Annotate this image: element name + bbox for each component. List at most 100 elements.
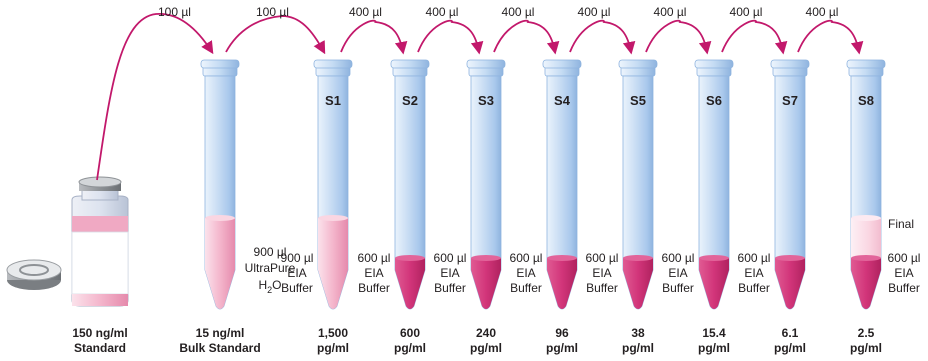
tube-concentration: 38 [631,326,645,340]
tube-cap-top [846,59,886,69]
tube-unit: pg/ml [317,341,349,355]
transfer-arrow-bulk [225,15,326,55]
tube-label: S5 [630,93,646,108]
transfer-volume-label: 400 µl [502,5,535,19]
transfer-arrow [417,19,484,55]
tube-unit: pg/ml [622,341,654,355]
buffer-name: EIA [440,266,459,280]
tube-liquid [775,258,805,309]
buffer-name: Buffer [888,281,920,295]
transfer-arrow [721,19,788,55]
tube-s4: S4 [542,59,582,310]
tube-unit: pg/ml [394,341,426,355]
liquid-surface [471,255,501,261]
transfer-volume-label: 400 µl [578,5,611,19]
tube-unit: pg/ml [546,341,578,355]
tube-cap-top [694,59,734,69]
tube-concentration: 6.1 [782,326,799,340]
tube-label: S8 [858,93,874,108]
tube-cap-top [313,59,353,69]
tube-concentration: 96 [555,326,569,340]
tube-s8: S8 [846,59,886,310]
tube-concentration: 1,500 [318,326,348,340]
transfer-arrow [797,19,864,55]
tube-liquid [395,258,425,309]
liquid-surface [851,215,881,221]
transfer-arrow [340,19,408,55]
loose-cap-icon [6,259,62,290]
buffer-volume: 600 µl [662,251,695,265]
liquid-surface [623,255,653,261]
tube-s7: S7 [770,59,810,310]
tube-label: S2 [402,93,418,108]
final-label: Final [888,217,914,231]
transfer-volume-label: 100 µl [256,5,289,19]
tube-unit: pg/ml [774,341,806,355]
transfer-volume-label: 100 µl [158,5,191,19]
liquid-surface [851,255,881,261]
tube-liquid [471,258,501,309]
liquid-surface [318,215,348,221]
liquid-surface [775,255,805,261]
buffer-volume: 600 µl [510,251,543,265]
tube-final-liquid [851,218,881,258]
tube-concentration: 600 [400,326,420,340]
tube-s6: S6 [694,59,734,310]
transfer-volume-label: 400 µl [426,5,459,19]
tube-s2: S2 [390,59,430,310]
bulk-concentration: 15 ng/ml [196,326,245,340]
transfer-volume-label: 400 µl [730,5,763,19]
buffer-name: Buffer [510,281,542,295]
tube-liquid [699,258,729,309]
buffer-name: EIA [516,266,535,280]
tube-liquid [318,218,348,309]
tube-cap-top [466,59,506,69]
tube-cap-top [770,59,810,69]
transfer-arrow [493,19,560,55]
tube-cap-top [618,59,658,69]
buffer-name: EIA [364,266,383,280]
tube-liquid [623,258,653,309]
bulk-diluent-volume: 900 µl [254,245,287,259]
tube-cap-top [390,59,430,69]
transfer-arrow [569,19,636,55]
standard-vial [6,176,129,307]
buffer-name: EIA [287,266,306,280]
bulk-standard-tube [200,59,240,310]
tube-unit: pg/ml [850,341,882,355]
buffer-volume: 600 µl [888,251,921,265]
liquid-surface [699,255,729,261]
tube-label: S7 [782,93,798,108]
buffer-name: EIA [894,266,913,280]
tube-label: S3 [478,93,494,108]
tube-label: S6 [706,93,722,108]
bulk-diluent-formula: H2O [258,278,281,295]
tube-unit: pg/ml [698,341,730,355]
tube-unit: pg/ml [470,341,502,355]
tube-s3: S3 [466,59,506,310]
buffer-volume: 900 µl [281,251,314,265]
buffer-name: EIA [744,266,763,280]
buffer-name: EIA [592,266,611,280]
bulk-diluent-name: UltraPure [245,261,296,275]
tube-label: S1 [325,93,341,108]
buffer-volume: 600 µl [738,251,771,265]
tube-cap-top [542,59,582,69]
buffer-name: Buffer [662,281,694,295]
stock-concentration: 150 ng/ml [72,326,127,340]
tube-concentration: 2.5 [858,326,875,340]
buffer-name: Buffer [434,281,466,295]
buffer-name: EIA [668,266,687,280]
buffer-name: Buffer [738,281,770,295]
tube-liquid [547,258,577,309]
transfer-arrow-stock [96,13,214,181]
buffer-name: Buffer [358,281,390,295]
buffer-volume: 600 µl [586,251,619,265]
liquid-surface [547,255,577,261]
transfer-volume-label: 400 µl [349,5,382,19]
tube-s5: S5 [618,59,658,310]
tube-label: S4 [554,93,571,108]
buffer-volume: 600 µl [434,251,467,265]
